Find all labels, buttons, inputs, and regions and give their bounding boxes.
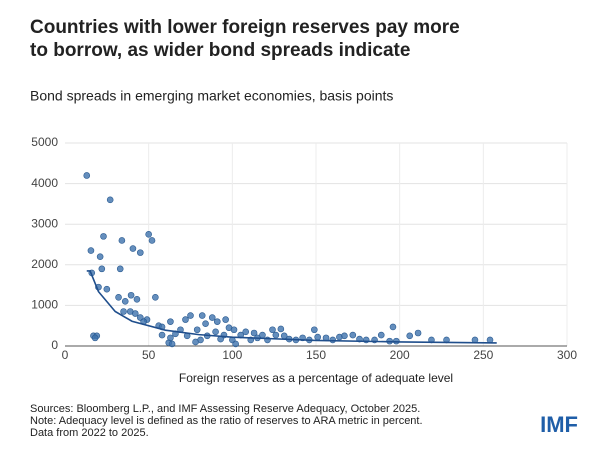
data-point — [158, 331, 166, 339]
y-tick-label: 4000 — [31, 176, 58, 190]
data-point — [259, 331, 266, 339]
x-tick-label: 0 — [62, 348, 69, 362]
data-point — [131, 310, 139, 317]
logo: IMF — [540, 412, 578, 437]
data-point — [187, 312, 194, 319]
data-point — [167, 318, 174, 325]
data-point — [414, 329, 422, 337]
x-tick-label: 50 — [142, 348, 156, 362]
data-point — [168, 340, 176, 348]
data-point — [486, 336, 494, 344]
data-point — [96, 253, 104, 260]
data-point — [269, 326, 276, 334]
data-point — [98, 265, 106, 273]
chart-title: to borrow, as wider bond spreads indicat… — [30, 40, 410, 61]
data-point — [208, 314, 216, 321]
data-point — [133, 296, 141, 303]
chart-subtitle: Bond spreads in emerging market economie… — [30, 88, 393, 104]
y-tick-label: 3000 — [31, 216, 58, 230]
note: Note: Adequacy level is defined as the r… — [30, 415, 423, 427]
data-point — [250, 329, 258, 337]
data-point — [145, 231, 152, 238]
data-point — [137, 249, 144, 256]
data-point — [377, 331, 385, 339]
data-point — [83, 172, 91, 179]
data-point — [91, 334, 99, 342]
data-point — [202, 320, 209, 327]
x-tick-label: 150 — [306, 348, 326, 362]
data-point — [222, 316, 229, 323]
y-tick-label: 0 — [51, 338, 58, 352]
x-tick-label: 300 — [557, 348, 577, 362]
data-point — [198, 312, 206, 319]
x-axis-label: Foreign reserves as a percentage of adeq… — [179, 371, 453, 385]
data-point — [242, 328, 250, 336]
note: Sources: Bloomberg L.P., and IMF Assessi… — [30, 403, 420, 415]
data-point — [103, 285, 111, 293]
data-point — [127, 291, 135, 299]
data-point — [349, 331, 357, 339]
data-point — [212, 328, 219, 336]
data-point — [230, 326, 238, 334]
data-point — [232, 340, 239, 348]
data-point — [182, 316, 189, 323]
data-point — [148, 237, 156, 244]
data-point — [167, 334, 174, 342]
data-point — [341, 332, 348, 340]
x-tick-label: 100 — [222, 348, 242, 362]
y-tick-label: 1000 — [31, 298, 58, 312]
trend-line — [86, 270, 497, 344]
y-tick-label: 2000 — [31, 257, 58, 271]
data-point — [272, 331, 280, 339]
data-point — [314, 333, 321, 341]
y-tick-label: 5000 — [31, 135, 58, 149]
data-point — [213, 318, 221, 325]
x-tick-label: 200 — [390, 348, 410, 362]
data-point — [311, 326, 318, 334]
data-point — [406, 332, 414, 340]
data-point — [152, 293, 159, 301]
x-tick-label: 250 — [473, 348, 493, 362]
data-point — [121, 298, 129, 305]
data-point — [277, 325, 285, 333]
data-point — [106, 196, 114, 204]
chart-title: Countries with lower foreign reserves pa… — [30, 17, 460, 38]
data-point — [118, 237, 126, 244]
data-point — [115, 293, 122, 301]
data-point — [87, 247, 95, 254]
data-point — [193, 326, 201, 334]
data-point — [389, 323, 397, 331]
data-point — [116, 265, 124, 273]
note: Data from 2022 to 2025. — [30, 427, 149, 439]
data-point — [129, 245, 137, 252]
data-point — [100, 233, 107, 240]
data-point — [120, 308, 127, 315]
data-point — [192, 338, 199, 346]
